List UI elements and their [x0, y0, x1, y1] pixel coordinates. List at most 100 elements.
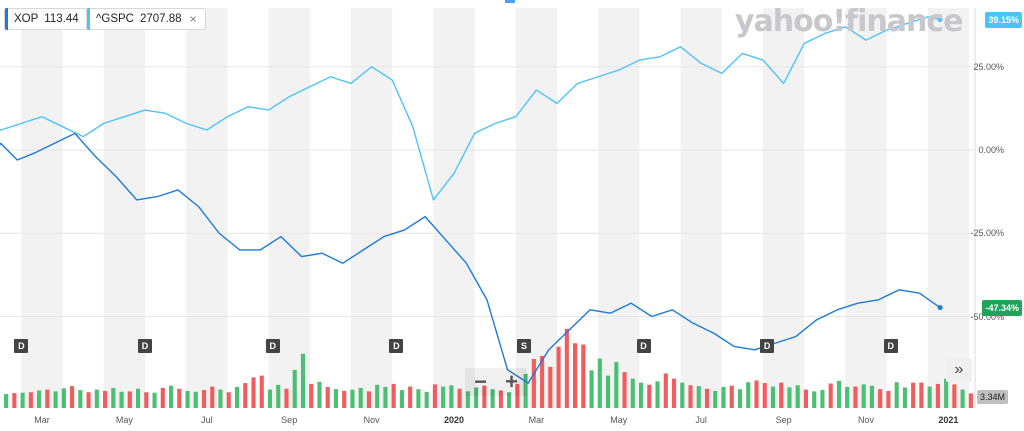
volume-bar: [597, 358, 602, 408]
gridlines: [0, 8, 976, 408]
volume-bar: [886, 390, 891, 408]
legend-value: 113.44: [44, 13, 79, 25]
volume-bar: [680, 382, 685, 408]
volume-bar: [787, 387, 792, 408]
volume-bar: [474, 387, 479, 408]
volume-bar: [144, 392, 149, 408]
volume-bar: [812, 391, 817, 408]
series-end-point: [937, 305, 943, 311]
volume-bar: [655, 381, 660, 408]
x-tick-label: Sep: [775, 415, 792, 425]
volume-bar: [4, 394, 9, 408]
month-band: [598, 8, 640, 408]
volume-bar: [795, 385, 800, 408]
volume-bar: [614, 362, 619, 408]
volume-bar: [507, 392, 512, 408]
dividend-marker[interactable]: D: [883, 339, 898, 353]
volume-bar: [589, 370, 594, 408]
zoom-in-button[interactable]: +: [505, 369, 518, 394]
x-tick-label: May: [115, 415, 133, 425]
volume-bar: [836, 380, 842, 408]
volume-bar: [704, 388, 710, 408]
volume-bar: [201, 390, 207, 408]
volume-bar: [803, 389, 809, 408]
volume-bar: [259, 375, 264, 408]
volume-bar: [622, 372, 627, 408]
month-band: [351, 8, 393, 408]
month-band: [433, 8, 475, 408]
split-marker[interactable]: S: [517, 339, 532, 353]
volume-bar: [78, 390, 83, 408]
dividend-marker[interactable]: D: [265, 339, 280, 353]
volume-bar: [556, 346, 561, 408]
volume-bar: [317, 381, 322, 408]
x-tick-label: Jul: [695, 415, 707, 425]
volume-bar: [944, 378, 949, 408]
volume-bar: [325, 387, 330, 408]
scroll-forward-button[interactable]: »: [946, 358, 972, 382]
dividend-marker[interactable]: D: [389, 339, 404, 353]
volume-bar: [127, 391, 132, 408]
volume-bar: [243, 383, 248, 408]
volume-bar: [638, 382, 644, 408]
volume-bar: [441, 386, 446, 408]
volume-bar: [37, 390, 42, 408]
x-tick-label: Jul: [201, 415, 213, 425]
x-tick-label: 2021: [938, 415, 959, 425]
volume-bar: [284, 388, 289, 408]
volume-bar: [696, 386, 701, 408]
volume-bar: [935, 383, 940, 408]
volume-bar: [869, 385, 874, 408]
volume-bar: [861, 384, 866, 408]
volume-bar: [531, 359, 536, 408]
dividend-marker[interactable]: D: [14, 339, 29, 353]
legend-chip-xop[interactable]: XOP 113.44: [4, 8, 88, 30]
volume-bar: [160, 387, 165, 408]
volume-bar: [111, 387, 116, 408]
y-tick-label: 25.00%: [973, 61, 1004, 72]
volume-bar: [573, 343, 578, 408]
volume-bar: [53, 391, 58, 408]
month-band: [680, 8, 722, 408]
volume-bar: [968, 393, 973, 408]
volume-bar: [663, 373, 668, 408]
volume-bar: [210, 386, 215, 408]
volume-bar: [737, 389, 743, 408]
volume-bar: [919, 382, 924, 408]
volume-bar: [960, 389, 965, 408]
volume-bar: [762, 383, 767, 408]
month-band: [21, 8, 63, 408]
dividend-marker[interactable]: D: [636, 339, 651, 353]
range-handle[interactable]: [505, 0, 515, 3]
volume-bar: [853, 386, 858, 408]
legend-chip-gspc[interactable]: ^GSPC 2707.88 ×: [86, 8, 206, 30]
volume-bar: [292, 369, 297, 408]
yahoo-finance-logo: yahoo!finance: [735, 4, 963, 39]
legend-swatch: [5, 8, 8, 30]
y-tick-label: -50.00%: [970, 311, 1004, 322]
volume-bar: [168, 385, 174, 408]
volume-bar: [416, 389, 421, 408]
volume-bar: [375, 384, 380, 408]
x-tick-label: Nov: [363, 415, 380, 425]
dividend-marker[interactable]: D: [760, 339, 775, 353]
volume-bar: [878, 389, 883, 408]
volume-bar: [251, 377, 256, 408]
volume-bar: [333, 389, 339, 408]
close-icon[interactable]: ×: [189, 12, 197, 26]
volume-bar: [86, 392, 91, 408]
volume-bar: [449, 385, 454, 408]
volume-bar: [70, 386, 75, 408]
volume-bar: [828, 383, 833, 408]
zoom-out-button[interactable]: −: [474, 369, 487, 394]
legend-symbol: XOP: [14, 13, 39, 25]
dividend-marker[interactable]: D: [138, 339, 152, 353]
volume-bar: [103, 390, 108, 408]
legend-value: 2707.88: [140, 13, 182, 25]
volume-bar: [383, 387, 388, 408]
volume-bar: [606, 375, 611, 408]
volume-bar: [193, 391, 198, 408]
series-line-gspc: [0, 16, 941, 201]
volume-bar: [770, 386, 776, 408]
